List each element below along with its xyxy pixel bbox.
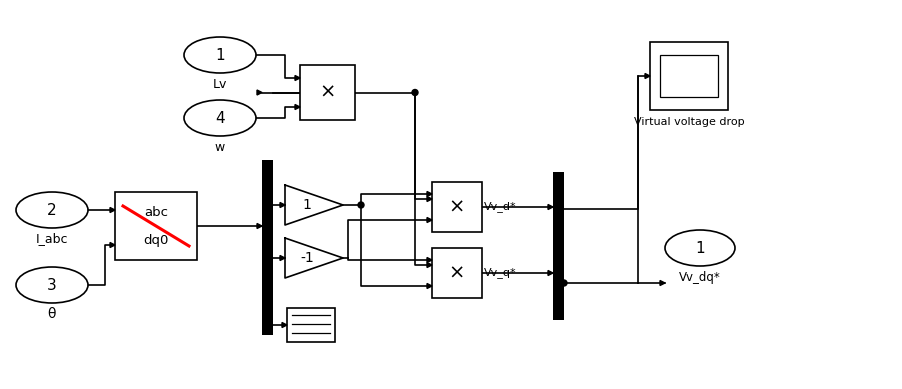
Polygon shape bbox=[257, 224, 262, 228]
Text: Vv_d*: Vv_d* bbox=[484, 202, 517, 212]
Ellipse shape bbox=[184, 100, 256, 136]
Bar bbox=[660, 55, 718, 97]
Ellipse shape bbox=[16, 192, 88, 228]
Polygon shape bbox=[295, 105, 300, 109]
Bar bbox=[553, 172, 564, 320]
Circle shape bbox=[358, 202, 364, 208]
Text: Vv_dq*: Vv_dq* bbox=[679, 270, 721, 284]
Polygon shape bbox=[427, 258, 432, 263]
Text: abc: abc bbox=[144, 205, 168, 219]
Text: 4: 4 bbox=[216, 110, 225, 126]
Text: Virtual voltage drop: Virtual voltage drop bbox=[634, 117, 744, 127]
Circle shape bbox=[561, 280, 567, 286]
Bar bbox=[115, 192, 197, 260]
Text: 2: 2 bbox=[47, 203, 57, 217]
Polygon shape bbox=[427, 217, 432, 223]
Bar bbox=[300, 65, 355, 120]
Text: 1: 1 bbox=[302, 198, 311, 212]
Text: dq0: dq0 bbox=[143, 233, 169, 247]
Polygon shape bbox=[548, 270, 553, 275]
Polygon shape bbox=[427, 263, 432, 268]
Text: ×: × bbox=[319, 83, 336, 102]
Text: Vv_q*: Vv_q* bbox=[484, 268, 517, 279]
Polygon shape bbox=[257, 90, 262, 95]
Text: ×: × bbox=[449, 263, 465, 282]
Polygon shape bbox=[285, 185, 343, 225]
Text: Lv: Lv bbox=[213, 77, 227, 91]
Ellipse shape bbox=[184, 37, 256, 73]
Polygon shape bbox=[548, 205, 553, 210]
Ellipse shape bbox=[665, 230, 735, 266]
Text: ×: × bbox=[449, 198, 465, 217]
Polygon shape bbox=[282, 322, 287, 328]
Text: -1: -1 bbox=[300, 251, 314, 265]
Text: 3: 3 bbox=[47, 277, 57, 293]
Polygon shape bbox=[660, 280, 665, 286]
Polygon shape bbox=[295, 75, 300, 81]
Polygon shape bbox=[280, 256, 285, 261]
Polygon shape bbox=[427, 196, 432, 202]
Polygon shape bbox=[285, 238, 343, 278]
Text: 1: 1 bbox=[695, 240, 704, 256]
Polygon shape bbox=[427, 284, 432, 289]
Bar bbox=[650, 42, 728, 110]
Bar bbox=[262, 160, 273, 335]
Polygon shape bbox=[645, 74, 650, 79]
Text: θ: θ bbox=[48, 307, 56, 321]
Polygon shape bbox=[110, 207, 115, 212]
Polygon shape bbox=[110, 242, 115, 247]
Bar bbox=[432, 182, 482, 232]
Text: w: w bbox=[215, 140, 226, 154]
Polygon shape bbox=[427, 191, 432, 196]
Text: 1: 1 bbox=[216, 47, 225, 63]
Bar bbox=[287, 308, 335, 342]
Polygon shape bbox=[280, 203, 285, 207]
Bar bbox=[432, 248, 482, 298]
Text: I_abc: I_abc bbox=[36, 233, 69, 245]
Circle shape bbox=[412, 89, 418, 96]
Ellipse shape bbox=[16, 267, 88, 303]
